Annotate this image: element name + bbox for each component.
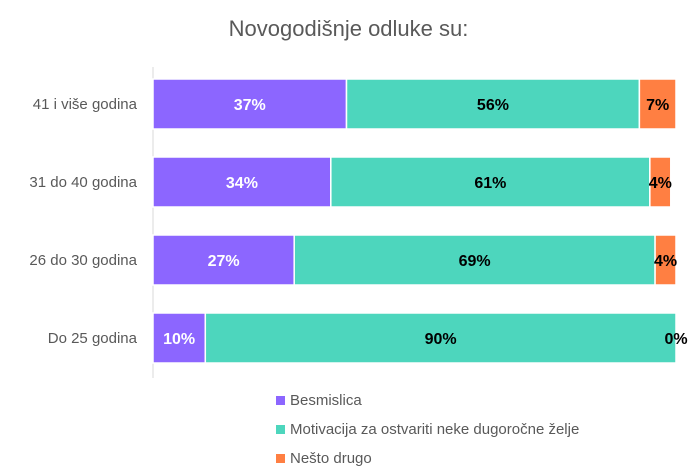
bar-segment	[293, 234, 656, 286]
data-label: 27%	[208, 253, 240, 270]
data-label: 0%	[664, 331, 687, 348]
data-label: 37%	[234, 97, 266, 114]
data-label: 4%	[654, 253, 677, 270]
legend-item: Nešto drugo	[276, 444, 579, 473]
legend-swatch	[276, 454, 285, 463]
bar-segment	[152, 78, 348, 130]
legend-swatch	[276, 396, 285, 405]
data-label: 34%	[226, 175, 258, 192]
legend-label: Besmislica	[290, 392, 362, 409]
y-tick-label: 26 do 30 godina	[29, 252, 137, 269]
legend-swatch	[276, 425, 285, 434]
y-tick-label: Do 25 godina	[48, 330, 138, 347]
bar-segment	[649, 156, 672, 208]
y-tick-label: 31 do 40 godina	[29, 174, 137, 191]
legend-item: Motivacija za ostvariti neke dugoročne ž…	[276, 415, 579, 444]
data-label: 69%	[459, 253, 491, 270]
bar-segment	[152, 312, 207, 364]
y-tick-label: 41 i više godina	[33, 96, 138, 113]
data-label: 90%	[425, 331, 457, 348]
bar-segment	[152, 234, 295, 286]
data-label: 4%	[649, 175, 672, 192]
bar-segment	[654, 234, 677, 286]
data-label: 10%	[163, 331, 195, 348]
data-label: 61%	[474, 175, 506, 192]
data-label: 7%	[646, 97, 669, 114]
bar-segment	[204, 312, 677, 364]
legend-item: Besmislica	[276, 386, 579, 415]
bar-segment	[638, 78, 677, 130]
data-label: 56%	[477, 97, 509, 114]
bar-segment	[345, 78, 641, 130]
legend-label: Nešto drugo	[290, 450, 372, 467]
legend: Besmislica Motivacija za ostvariti neke d…	[276, 386, 579, 473]
chart-title: Novogodišnje odluke su:	[228, 16, 469, 41]
legend-label: Motivacija za ostvariti neke dugoročne ž…	[290, 421, 580, 438]
